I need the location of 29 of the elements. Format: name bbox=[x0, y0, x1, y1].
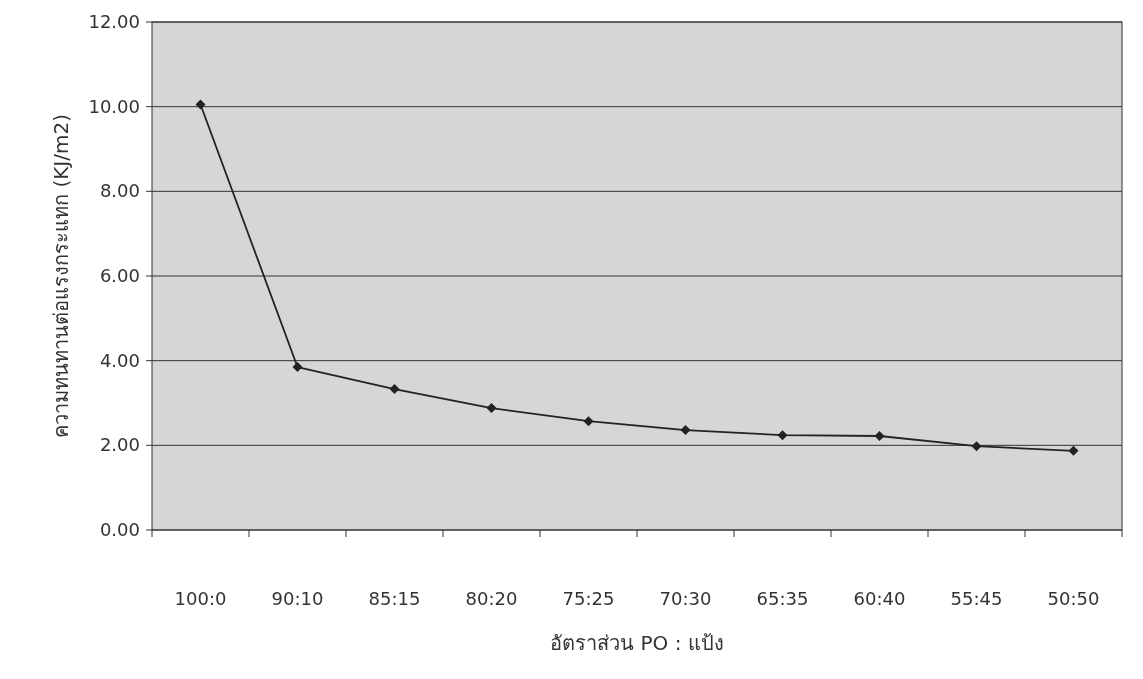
point bbox=[389, 384, 400, 395]
point bbox=[971, 441, 982, 452]
y-tick-label: 10.00 bbox=[88, 95, 140, 117]
y-tick-label: 2.00 bbox=[99, 434, 140, 456]
point bbox=[195, 99, 206, 110]
x-tick-label: 85:15 bbox=[368, 588, 421, 609]
point bbox=[874, 431, 885, 442]
y-tick-label: 8.00 bbox=[99, 180, 140, 202]
point bbox=[292, 362, 303, 373]
point bbox=[1068, 445, 1079, 456]
y-tick-label: 12.00 bbox=[88, 11, 140, 32]
point bbox=[777, 430, 788, 441]
x-tick-label: 50:50 bbox=[1047, 588, 1100, 609]
x-tick-label: 80:20 bbox=[465, 588, 518, 609]
point bbox=[680, 425, 691, 436]
y-tick-label: 0.00 bbox=[99, 519, 140, 540]
y-tick-label: 6.00 bbox=[99, 265, 140, 286]
x-tick-label: 90:10 bbox=[271, 588, 324, 609]
x-tick-label: 100:0 bbox=[174, 588, 227, 609]
x-tick-label: 55:45 bbox=[950, 588, 1003, 609]
x-tick-label: 70:30 bbox=[659, 588, 712, 609]
point bbox=[583, 416, 594, 427]
x-tick-label: 75:25 bbox=[562, 588, 615, 609]
point bbox=[486, 403, 497, 414]
x-tick-label: 60:40 bbox=[853, 588, 906, 609]
y-axis-title: ความทนทานต่อแรงกระแทก (KJ/m2) bbox=[49, 114, 73, 438]
y-tick-label: 4.00 bbox=[99, 349, 140, 371]
x-tick-label: 65:35 bbox=[756, 588, 809, 609]
x-axis-title: อัตราส่วน PO : แป้ง bbox=[550, 631, 724, 655]
